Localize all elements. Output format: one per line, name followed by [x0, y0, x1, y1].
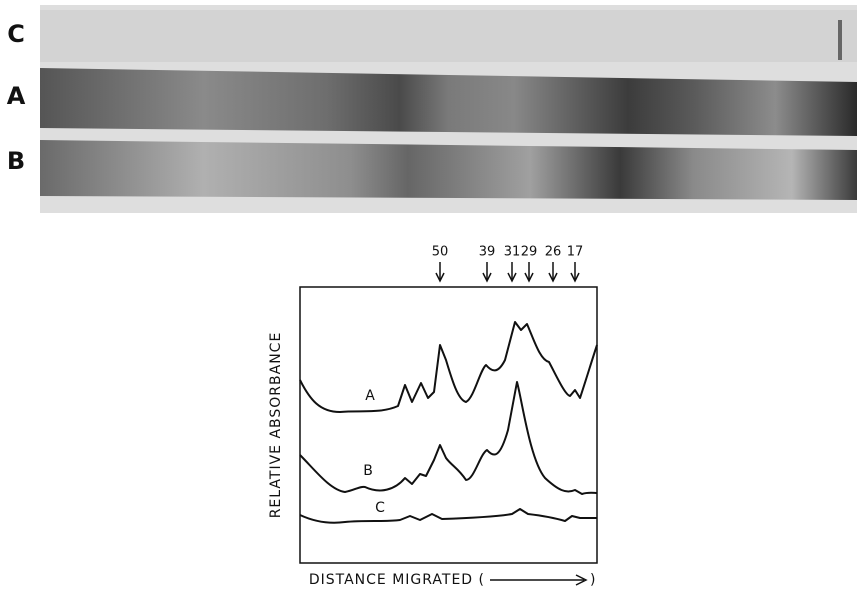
marker-arrow-head — [524, 272, 534, 283]
trace-label: B — [363, 463, 373, 479]
marker-arrow-head — [570, 272, 580, 283]
x-axis-label: DISTANCE MIGRATED ( — [309, 572, 485, 588]
lane-label: B — [7, 147, 25, 175]
gel-mark — [838, 20, 842, 60]
marker-label: 17 — [567, 245, 584, 260]
marker-label: 39 — [479, 245, 496, 260]
trace-label: C — [375, 500, 385, 516]
trace — [299, 508, 597, 524]
lane-label: A — [7, 82, 26, 110]
marker-arrow-head — [482, 272, 492, 283]
trace-label: A — [365, 388, 375, 404]
marker-arrow-head — [435, 272, 445, 283]
gel-lane — [40, 140, 857, 200]
marker-arrow-head — [507, 272, 517, 283]
marker-arrow-head — [548, 272, 558, 283]
gel-lane — [40, 68, 857, 136]
lane-label: C — [7, 20, 25, 48]
trace — [299, 381, 598, 495]
markers: 50 39 31 29 26 17 — [432, 245, 584, 283]
x-axis-label: ) — [590, 572, 596, 588]
marker-label: 29 — [521, 245, 538, 260]
y-axis-label: RELATIVE ABSORBANCE — [268, 332, 284, 519]
marker-label: 31 — [504, 245, 521, 260]
marker-label: 50 — [432, 245, 449, 260]
marker-label: 26 — [545, 245, 562, 260]
arrow-head — [575, 574, 588, 586]
gel-lane — [40, 10, 857, 62]
plot-frame — [299, 286, 598, 564]
trace — [299, 321, 598, 413]
